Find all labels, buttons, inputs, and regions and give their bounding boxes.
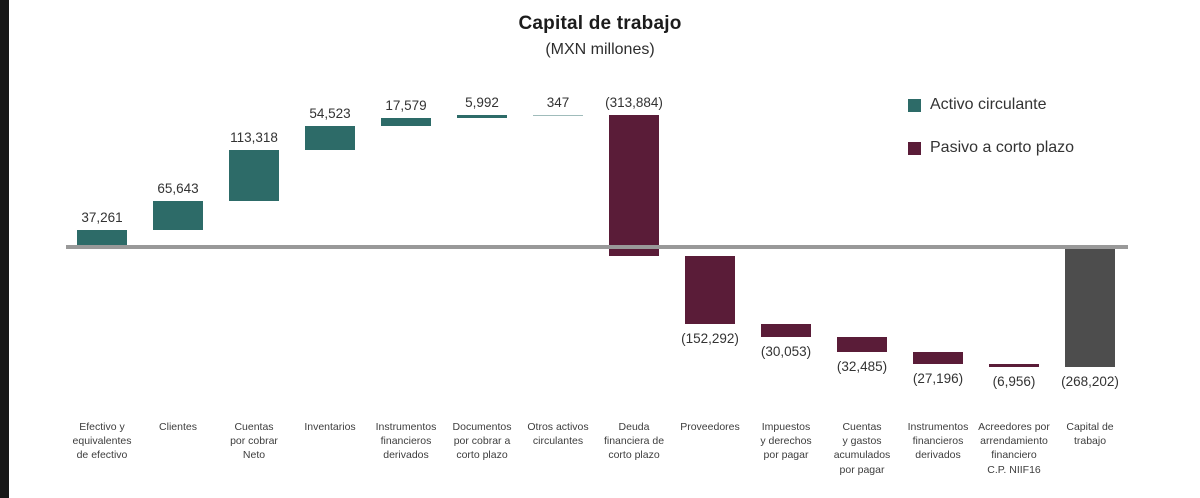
bar-value-label: (6,956)	[992, 374, 1036, 390]
waterfall-bar	[913, 351, 963, 365]
category-label: Instrumentos financieros derivados	[375, 421, 437, 462]
waterfall-bar	[609, 114, 659, 256]
waterfall-bar	[685, 255, 735, 324]
chart-title: Capital de trabajo	[518, 13, 682, 34]
waterfall-bar	[229, 150, 279, 201]
bar-value-label: (268,202)	[1061, 374, 1119, 390]
pasivo-legend-swatch-icon	[908, 141, 921, 155]
category-label: Acreedores por arrendamiento financiero …	[978, 421, 1050, 476]
bar-value-label: 5,992	[465, 95, 499, 111]
category-label: Instrumentos financieros derivados	[907, 421, 969, 462]
legend-item-pasivo: Pasivo a corto plazo	[908, 139, 1074, 157]
category-label: Efectivo y equivalentes de efectivo	[72, 421, 132, 462]
waterfall-bar	[533, 114, 583, 116]
waterfall-bar	[457, 115, 507, 118]
category-label: Otros activos circulantes	[527, 421, 589, 448]
bar-value-label: 113,318	[230, 130, 278, 146]
waterfall-bar	[77, 230, 127, 247]
category-label: Cuentas y gastos acumulados por pagar	[833, 421, 891, 476]
bar-value-label: (313,884)	[605, 94, 663, 110]
zero-baseline	[66, 245, 1128, 249]
category-label: Capital de trabajo	[1066, 421, 1114, 448]
bar-value-label: 37,261	[81, 210, 123, 226]
legend-label-pasivo: Pasivo a corto plazo	[930, 139, 1075, 156]
activo-legend-swatch-icon	[908, 98, 921, 112]
waterfall-bar	[1065, 247, 1115, 368]
chart-subtitle: (MXN millones)	[545, 41, 655, 58]
bar-value-label: (27,196)	[912, 371, 964, 387]
bar-value-label: (32,485)	[836, 358, 888, 374]
category-label: Cuentas por cobrar Neto	[230, 421, 278, 462]
category-label: Proveedores	[680, 421, 740, 433]
legend-item-activo: Activo circulante	[908, 96, 1074, 114]
bar-value-label: 54,523	[309, 105, 351, 121]
waterfall-bar	[381, 117, 431, 126]
waterfall-bar	[305, 125, 355, 151]
category-label: Clientes	[159, 421, 197, 433]
left-screen-edge	[0, 0, 9, 498]
category-label: Deuda financiera de corto plazo	[603, 421, 665, 462]
bar-value-label: (30,053)	[760, 344, 812, 360]
category-label: Inventarios	[304, 421, 356, 433]
bar-value-label: 17,579	[385, 97, 427, 113]
waterfall-bar	[761, 323, 811, 338]
bar-value-label: 65,643	[157, 180, 199, 196]
legend-label-activo: Activo circulante	[930, 96, 1047, 113]
bar-value-label: (152,292)	[681, 330, 739, 346]
waterfall-bar	[837, 337, 887, 352]
waterfall-bar	[989, 364, 1039, 368]
category-label: Impuestos y derechos por pagar	[760, 421, 812, 462]
waterfall-bar	[153, 200, 203, 231]
legend: Activo circulante Pasivo a corto plazo	[908, 96, 1074, 157]
category-label: Documentos por cobrar a corto plazo	[452, 421, 512, 462]
bar-value-label: 347	[546, 94, 570, 110]
